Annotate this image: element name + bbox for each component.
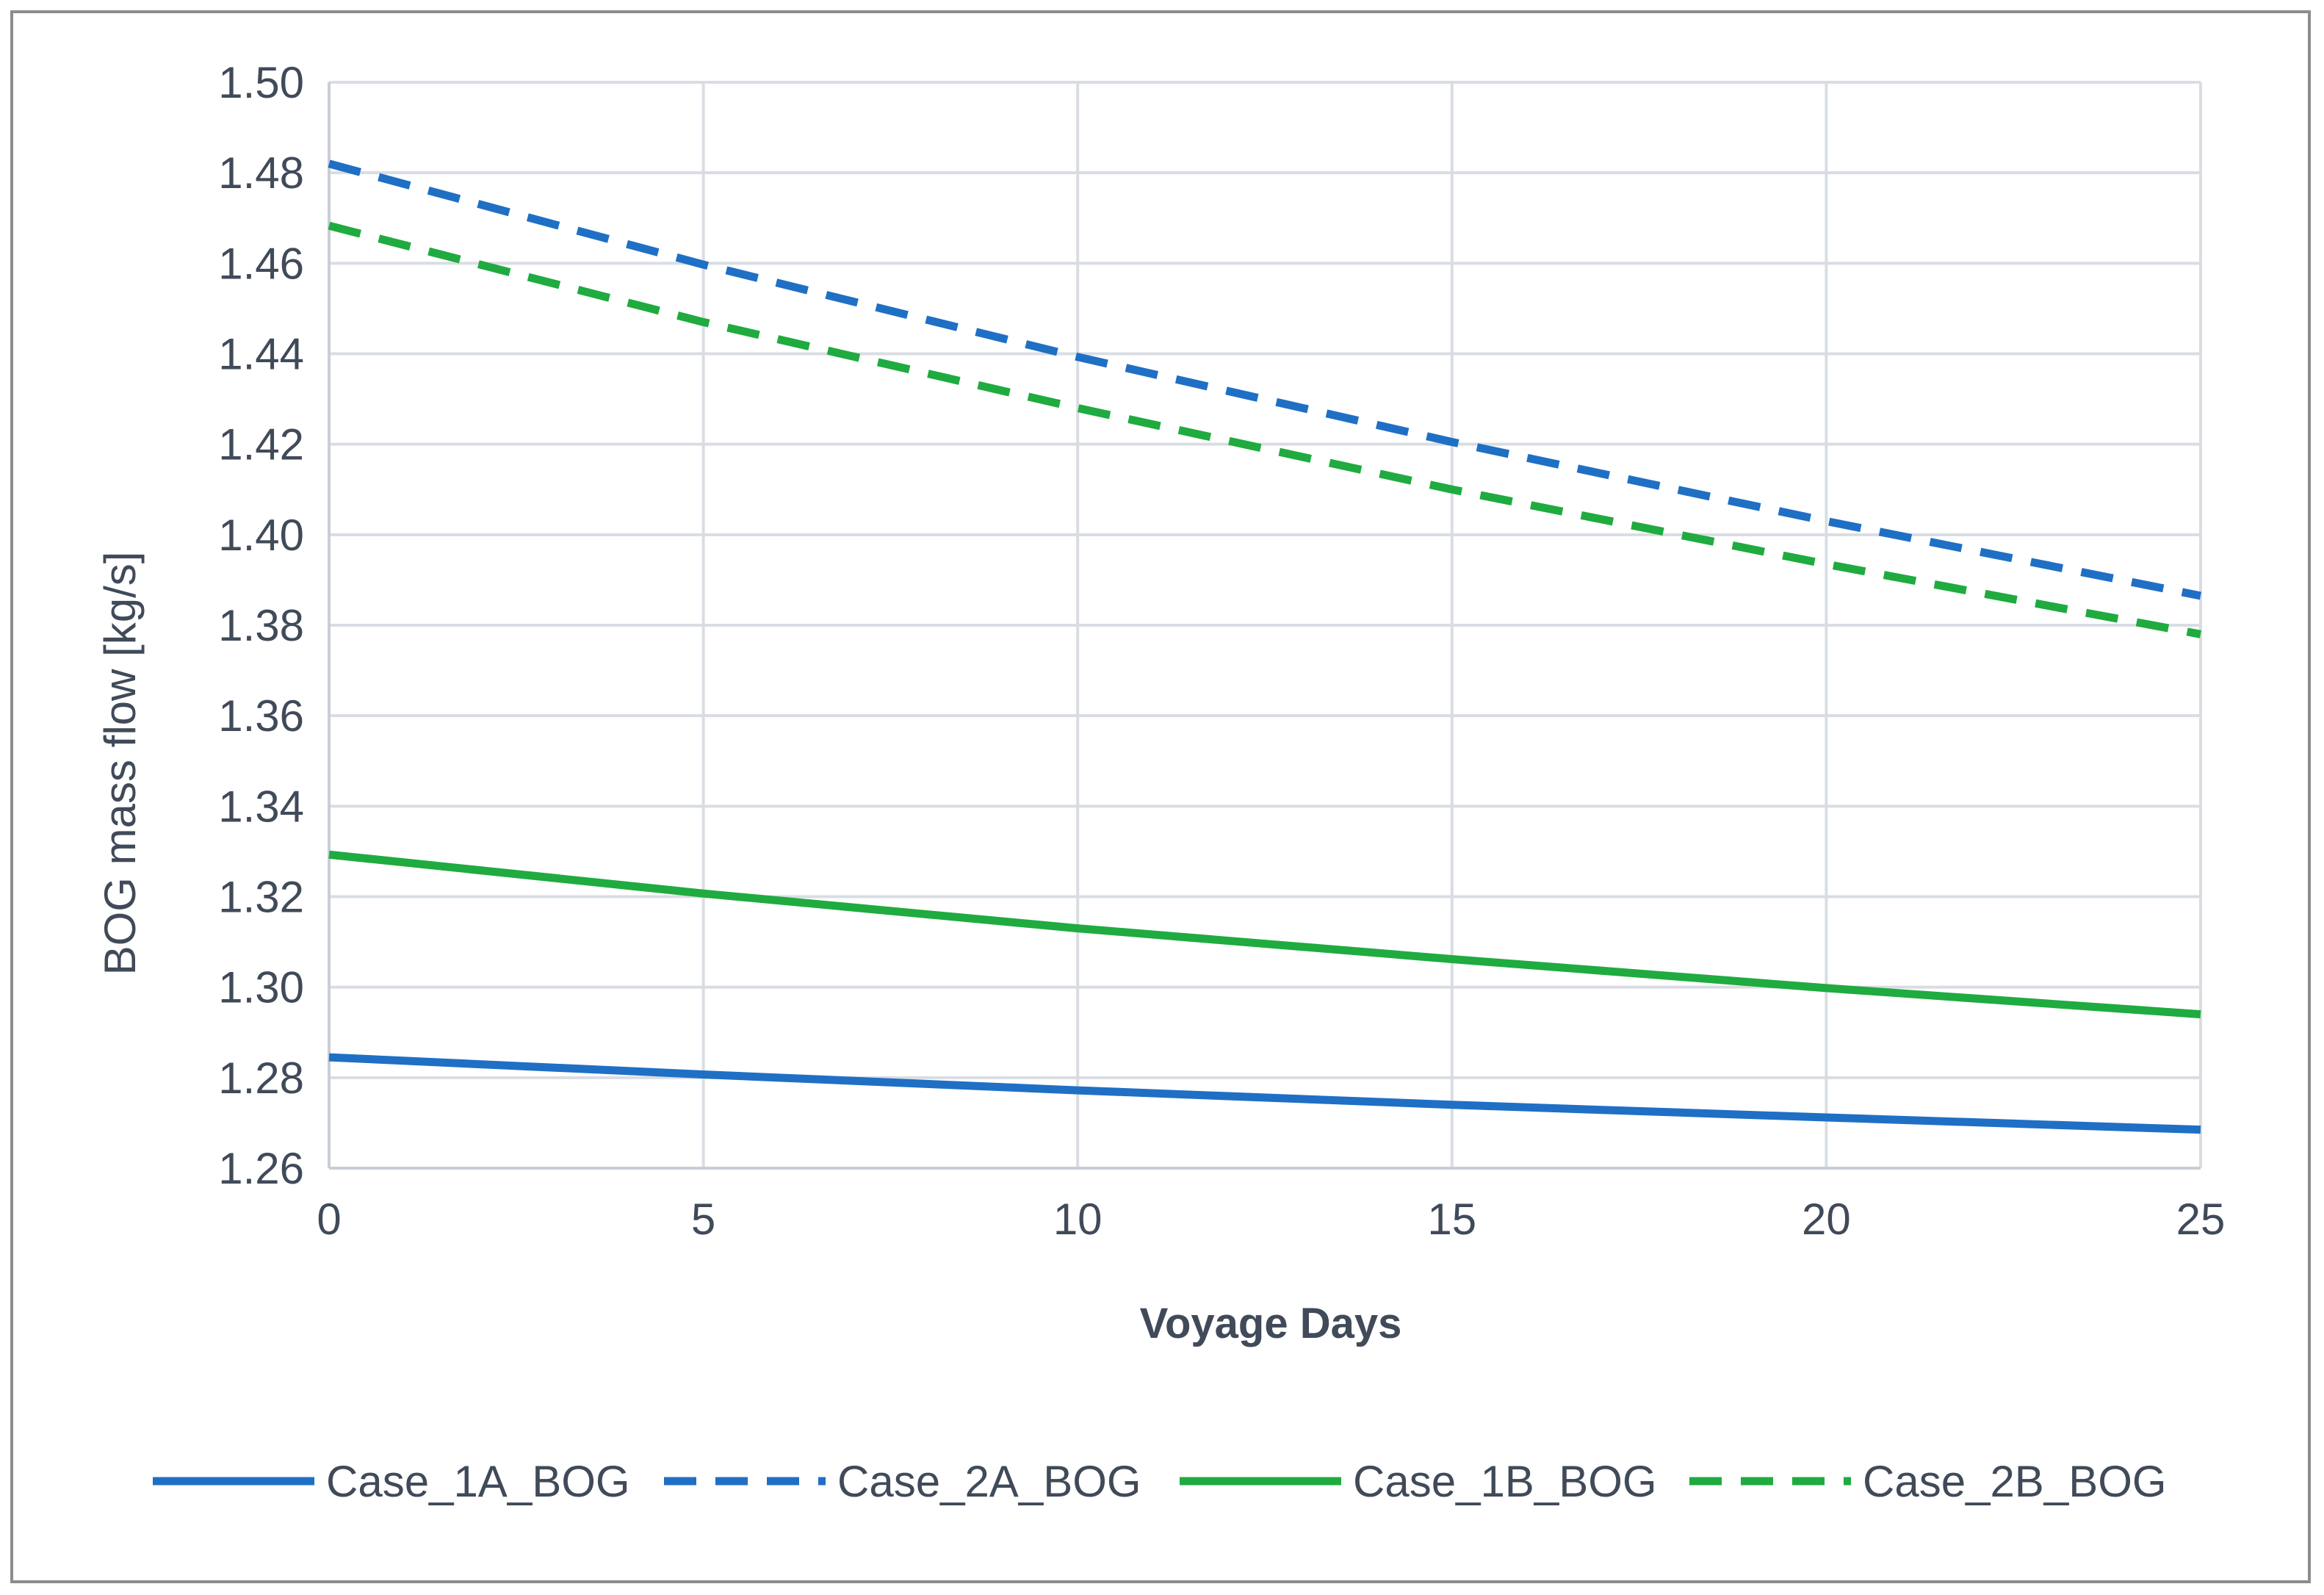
x-axis-title: Voyage Days [1140,1300,1402,1347]
grid [328,81,2202,1170]
x-tick-label: 0 [317,1195,341,1244]
legend-label: Case_2A_BOG [837,1457,1141,1506]
y-tick-label: 1.38 [218,601,304,650]
y-tick-label: 1.34 [218,782,304,831]
y-tick-label: 1.40 [218,511,304,560]
y-tick-label: 1.30 [218,963,304,1012]
x-tick-label: 10 [1053,1195,1103,1244]
y-tick-label: 1.42 [218,420,304,469]
series-line-case-2b-bog [328,221,2202,638]
y-tick-label: 1.36 [218,691,304,741]
y-tick-label: 1.28 [218,1054,304,1103]
legend-label: Case_1B_BOG [1353,1457,1657,1506]
x-tick-label: 5 [691,1195,715,1244]
legend-label: Case_1A_BOG [326,1457,630,1506]
legend-label: Case_2B_BOG [1863,1457,2167,1506]
y-tick-label: 1.46 [218,239,304,288]
line-chart: 1.26 1.28 1.30 1.32 1.34 1.36 1.38 1.40 1.42 1.44… [95,58,2225,1506]
x-tick-label: 15 [1427,1195,1476,1244]
x-tick-label: 20 [1802,1195,1851,1244]
series-line-case-1a-bog [328,1053,2201,1134]
series [328,159,2202,1134]
y-tick-label: 1.44 [218,330,304,379]
series-line-case-1b-bog [328,850,2201,1019]
y-axis-ticks: 1.26 1.28 1.30 1.32 1.34 1.36 1.38 1.40 1.42 1.44… [218,58,304,1193]
y-tick-label: 1.32 [218,873,304,922]
y-tick-label: 1.50 [218,58,304,107]
x-tick-label: 25 [2176,1195,2226,1244]
y-tick-label: 1.48 [218,148,304,198]
legend: Case_1A_BOG Case_2A_BOG Case_1B_BOG Case_2B… [153,1457,2167,1506]
series-line-case-2a-bog [328,159,2202,600]
y-axis-title: BOG mass flow [kg/s] [95,552,145,976]
x-axis-ticks: 0 5 10 15 20 25 [317,1195,2225,1244]
chart-frame: 1.26 1.28 1.30 1.32 1.34 1.36 1.38 1.40 1.42 1.44… [10,10,2311,1583]
y-tick-label: 1.26 [218,1144,304,1193]
